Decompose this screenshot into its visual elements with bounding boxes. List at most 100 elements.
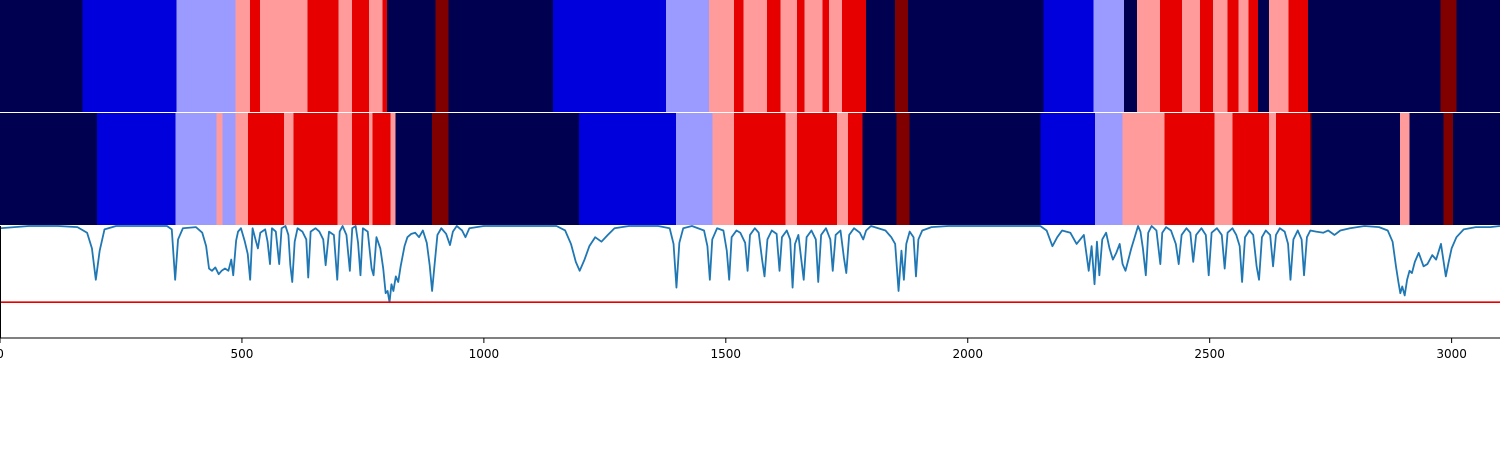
heatmap-segment xyxy=(848,113,863,225)
x-axis: 0 500 1000 1500 2000 2500 3000 xyxy=(0,338,1467,361)
series-line xyxy=(0,225,1500,304)
heatmap-segment xyxy=(337,113,352,225)
heatmap-segment xyxy=(1288,0,1308,112)
heatmap-segment xyxy=(1227,0,1239,112)
heatmap-segment xyxy=(432,113,449,225)
heatmap-segment xyxy=(338,0,352,112)
heatmap-segment xyxy=(1307,0,1441,112)
heatmap-segment xyxy=(1238,0,1249,112)
heatmap-segment xyxy=(176,0,236,112)
heatmap-segment xyxy=(1258,0,1270,112)
heatmap-segment xyxy=(248,113,285,225)
heatmap-segment xyxy=(82,0,177,112)
heatmap-segment xyxy=(307,0,339,112)
heatmap-segment xyxy=(1440,0,1457,112)
x-tick-label: 3000 xyxy=(1436,347,1467,361)
heatmap-segment xyxy=(909,113,1041,225)
heatmap-segment xyxy=(369,113,373,225)
heatmap-segment xyxy=(293,113,338,225)
heatmap-segment xyxy=(1456,0,1500,112)
x-tick-label: 2500 xyxy=(1194,347,1225,361)
heatmap-segment xyxy=(712,113,735,225)
heatmap-segment xyxy=(382,0,388,112)
heatmap-segment xyxy=(780,0,797,112)
heatmap-segment xyxy=(766,0,781,112)
heatmap-segment xyxy=(734,113,786,225)
heatmap-segment xyxy=(1182,0,1200,112)
heatmap-segment xyxy=(1214,113,1233,225)
heatmap-segment xyxy=(1443,113,1454,225)
heatmap-segment xyxy=(828,0,842,112)
heatmap-segment xyxy=(0,113,97,225)
x-tick-label: 1500 xyxy=(711,347,742,361)
heatmap-segment xyxy=(222,113,236,225)
heatmap-segment xyxy=(395,113,433,225)
heatmap-segment xyxy=(1095,113,1123,225)
heatmap-segment xyxy=(390,113,396,225)
heatmap-segment xyxy=(1232,113,1270,225)
heatmap-segment xyxy=(1248,0,1259,112)
heatmap-segment xyxy=(96,113,176,225)
heatmap-segment xyxy=(372,113,391,225)
heatmap-segment xyxy=(1311,113,1400,225)
heatmap-segment xyxy=(216,113,223,225)
heatmap-segment xyxy=(796,113,838,225)
heatmap-segment xyxy=(1453,113,1500,225)
x-tick-label: 1000 xyxy=(469,347,500,361)
heatmap-segment xyxy=(579,113,676,225)
heatmap-segment xyxy=(804,0,823,112)
heatmap-segment xyxy=(1269,0,1289,112)
heatmap-segment xyxy=(448,0,554,112)
heatmap-segment xyxy=(1043,0,1094,112)
heatmap-segment xyxy=(259,0,308,112)
heatmap-segment xyxy=(553,0,666,112)
heatmap-segment xyxy=(785,113,797,225)
heatmap-segment xyxy=(1093,0,1125,112)
heatmap-segment xyxy=(1122,113,1165,225)
heatmap-segment xyxy=(369,0,383,112)
heatmap-segment xyxy=(1409,113,1444,225)
heatmap-segment xyxy=(743,0,767,112)
heatmap-segment xyxy=(351,0,370,112)
heatmap-segment xyxy=(822,0,829,112)
heatmap-segment xyxy=(896,113,910,225)
heatmap-strip-top xyxy=(0,0,1500,112)
heatmap-segment xyxy=(235,113,249,225)
heatmap-segment xyxy=(1399,113,1410,225)
heatmap-segment xyxy=(1213,0,1228,112)
heatmap-segment xyxy=(0,0,83,112)
heatmap-segment xyxy=(435,0,449,112)
heatmap-segment xyxy=(1200,0,1214,112)
heatmap-segment xyxy=(1040,113,1095,225)
heatmap-segment xyxy=(351,113,370,225)
heatmap-segment xyxy=(1124,0,1138,112)
line-panel xyxy=(0,225,1500,339)
heatmap-segment xyxy=(1137,0,1160,112)
heatmap-segment xyxy=(250,0,260,112)
heatmap-segment xyxy=(675,113,713,225)
x-tick-label: 0 xyxy=(0,347,4,361)
heatmap-segment xyxy=(665,0,709,112)
heatmap-segment xyxy=(841,0,867,112)
heatmap-segment xyxy=(908,0,1044,112)
heatmap-segment xyxy=(1159,0,1183,112)
x-tick-label: 2000 xyxy=(952,347,983,361)
heatmap-segment xyxy=(837,113,849,225)
heatmap-segment xyxy=(175,113,217,225)
heatmap-segment xyxy=(1269,113,1276,225)
heatmap-segment xyxy=(1275,113,1310,225)
heatmap-segment xyxy=(734,0,744,112)
heatmap-segment xyxy=(1309,113,1312,225)
heatmap-strip-bottom xyxy=(0,113,1500,225)
heatmap-segment xyxy=(796,0,805,112)
heatmap-segment xyxy=(387,0,436,112)
heatmap-segment xyxy=(284,113,294,225)
heatmap-segment xyxy=(448,113,580,225)
heatmap-segment xyxy=(1164,113,1215,225)
heatmap-segment xyxy=(235,0,251,112)
heatmap-segment xyxy=(866,0,896,112)
x-tick-label: 500 xyxy=(230,347,253,361)
heatmap-segment xyxy=(862,113,897,225)
heatmap-segment xyxy=(895,0,909,112)
